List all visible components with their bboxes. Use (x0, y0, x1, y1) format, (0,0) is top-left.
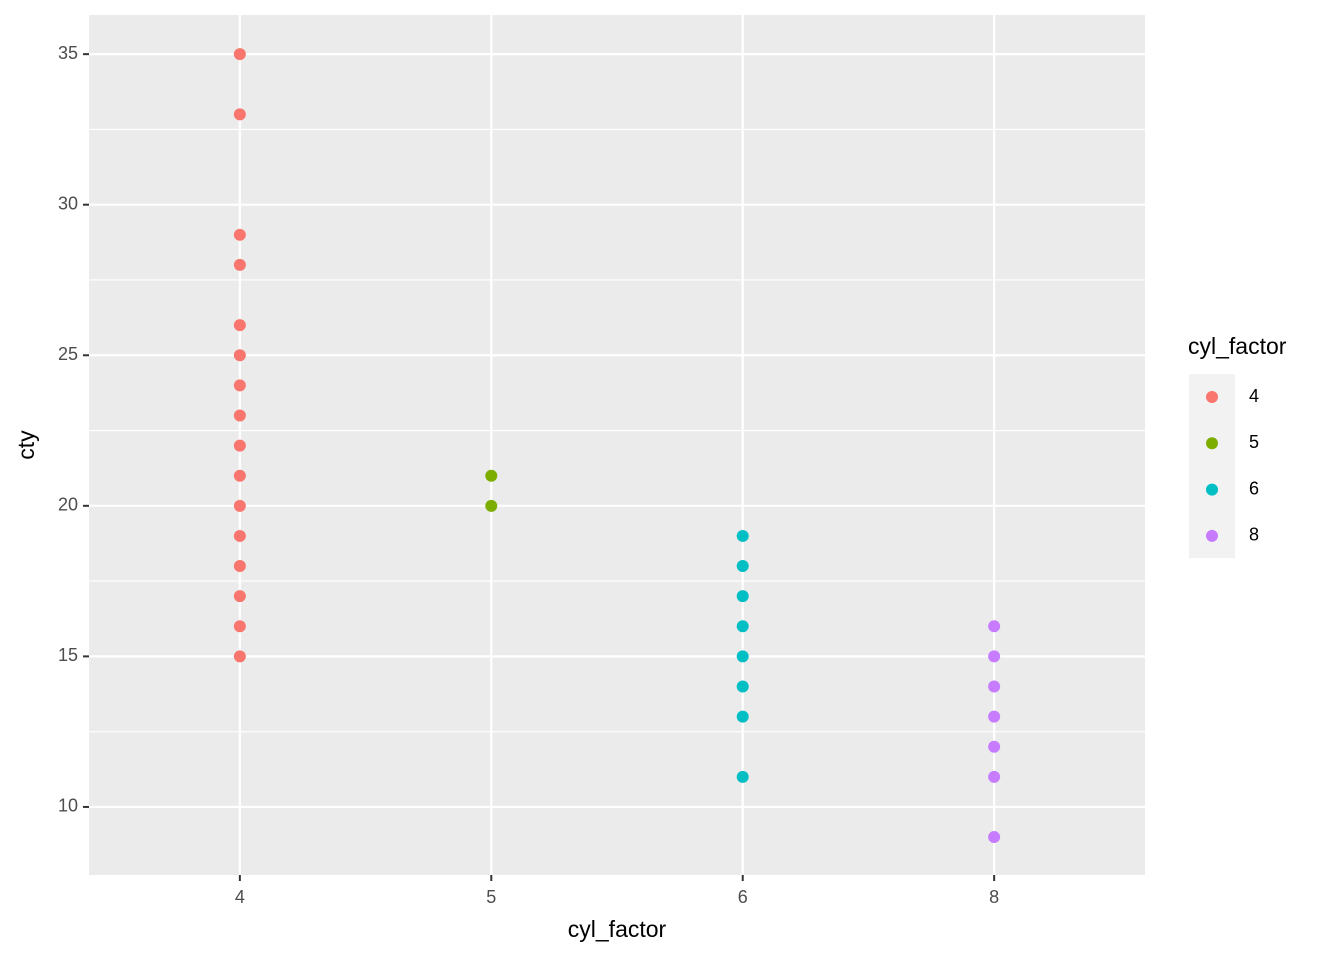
point (233, 529, 246, 542)
point (233, 499, 246, 512)
legend-title: cyl_factor (1188, 333, 1287, 359)
point (233, 439, 246, 452)
legend-label: 5 (1249, 432, 1259, 452)
legend-label: 8 (1249, 525, 1259, 545)
point (233, 650, 246, 663)
grid (89, 15, 1145, 875)
y-tick-label: 35 (58, 43, 78, 63)
legend-label: 6 (1249, 478, 1259, 498)
point (988, 620, 1001, 633)
point (736, 529, 749, 542)
point (736, 710, 749, 723)
x-axis-title: cyl_factor (568, 916, 667, 942)
point (233, 590, 246, 603)
point (233, 349, 246, 362)
legend-key-background (1189, 374, 1235, 558)
point (988, 680, 1001, 693)
x-tick-label: 5 (486, 887, 496, 907)
marks (233, 48, 1001, 844)
point (233, 409, 246, 422)
point (233, 560, 246, 573)
legend-label: 4 (1249, 386, 1259, 406)
y-tick-label: 25 (58, 344, 78, 364)
x-tick-label: 4 (235, 887, 245, 907)
point (736, 590, 749, 603)
point (736, 680, 749, 693)
point (233, 228, 246, 241)
y-tick-label: 20 (58, 495, 78, 515)
legend-key (1206, 391, 1218, 403)
point (988, 740, 1001, 753)
y-axis-title: cty (13, 430, 39, 460)
point (988, 770, 1001, 783)
point (736, 650, 749, 663)
point (736, 560, 749, 573)
point (233, 379, 246, 392)
y-tick-label: 10 (58, 796, 78, 816)
point (233, 469, 246, 482)
y-tick-label: 15 (58, 645, 78, 665)
y-tick-label: 30 (58, 193, 78, 213)
point (233, 620, 246, 633)
legend-key (1206, 483, 1218, 496)
point (988, 650, 1001, 663)
legend-key (1206, 437, 1218, 450)
x-tick-label: 8 (989, 887, 999, 907)
x-tick-label: 6 (738, 887, 748, 907)
legend-key (1206, 529, 1218, 542)
point (233, 108, 246, 121)
point (485, 469, 498, 482)
point (233, 258, 246, 271)
point (485, 499, 498, 512)
point (233, 48, 246, 61)
point (736, 770, 749, 783)
point (736, 620, 749, 633)
point (233, 319, 246, 332)
panel (89, 15, 1145, 875)
point (988, 710, 1001, 723)
point (988, 831, 1001, 844)
